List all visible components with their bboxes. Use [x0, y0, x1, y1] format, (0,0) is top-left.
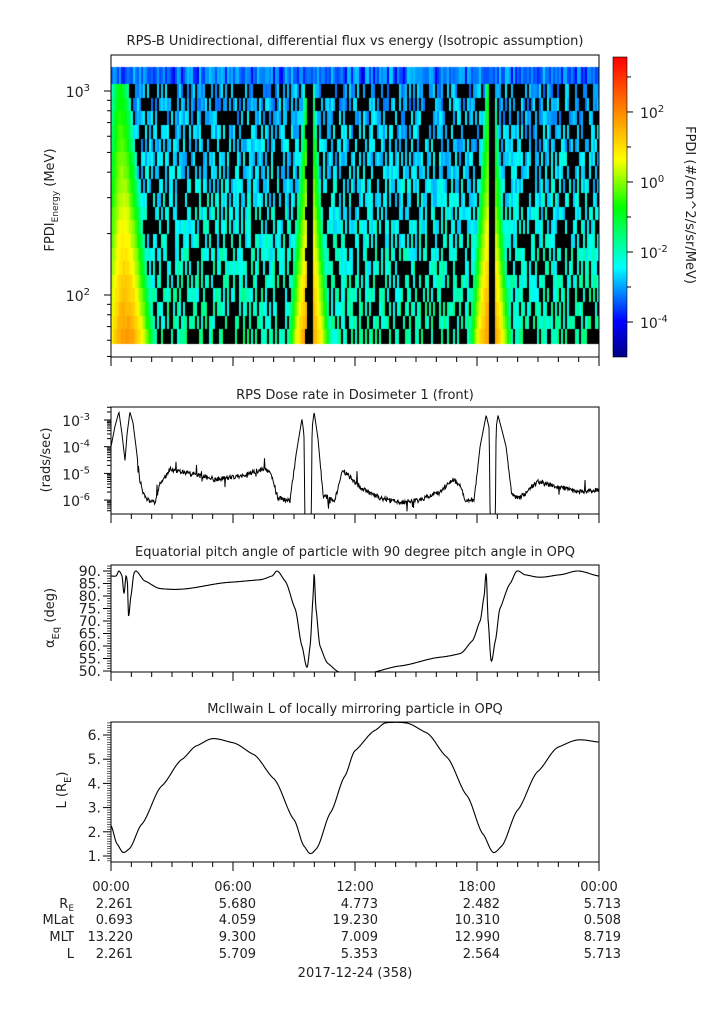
ephemeris-value: 5.713 [584, 897, 621, 912]
ephemeris-value: 7.009 [341, 930, 378, 945]
y-tick-label: 65. [79, 627, 101, 643]
y-tick-label: 102 [66, 287, 90, 305]
ephemeris-value: 5.680 [219, 897, 256, 912]
ephemeris-value: 8.719 [584, 930, 621, 945]
ephemeris-value: 5.709 [219, 947, 256, 962]
pitch-angle-line [111, 570, 599, 672]
ephemeris-value: 2.482 [463, 897, 500, 912]
colorbar-gradient [613, 57, 627, 357]
ephemeris-value: 10.310 [455, 913, 501, 928]
colorbar-frame [612, 56, 628, 358]
pitch-angle-ylabel: αEq (deg) [43, 588, 62, 648]
mcilwain-l-title: McIlwain L of locally mirroring particle… [207, 702, 503, 717]
row-label-l: L [67, 947, 75, 962]
ephemeris-value: 0.693 [96, 913, 133, 928]
ephemeris-value: 4.773 [341, 897, 378, 912]
ephemeris-value: 19.230 [333, 913, 379, 928]
spectrogram-frame [110, 54, 600, 358]
y-tick-label: 2. [88, 825, 101, 841]
ephemeris-value: 2.261 [96, 897, 133, 912]
pitch-angle-title: Equatorial pitch angle of particle with … [135, 545, 575, 560]
spectrogram-title: RPS-B Unidirectional, differential flux … [127, 34, 584, 49]
date-label: 2017-12-24 (358) [298, 966, 413, 981]
pitch-angle-frame [110, 564, 600, 673]
y-tick-label: 75. [79, 602, 101, 618]
ephemeris-value: 2.564 [463, 947, 500, 962]
y-tick-label: 102 [640, 104, 664, 122]
y-tick-label: 6. [88, 728, 101, 744]
flux-spectrogram-image [111, 55, 599, 357]
dose-rate-ylabel: (rads/sec) [39, 428, 54, 493]
y-tick-label: 85. [79, 577, 101, 593]
y-tick-label: 3. [88, 801, 101, 817]
y-tick-label: 10-4 [62, 439, 90, 457]
row-label-mlt: MLT [49, 930, 74, 945]
y-tick-label: 60. [79, 639, 101, 655]
ephemeris-value: 4.059 [219, 913, 256, 928]
time-tick-label: 18:00 [458, 880, 495, 895]
y-tick-label: 10-2 [640, 244, 668, 262]
ephemeris-value: 13.220 [88, 930, 134, 945]
y-tick-label: 10-3 [62, 412, 90, 430]
time-tick-label: 00:00 [92, 880, 129, 895]
row-label-mlat: MLat [42, 913, 74, 928]
row-label-re: RE [59, 897, 74, 914]
y-tick-label: 10-6 [62, 492, 90, 510]
dose-rate-line [111, 410, 599, 514]
y-tick-label: 50. [79, 664, 101, 680]
y-tick-label: 90. [79, 564, 101, 580]
mcilwain-l-line [111, 722, 599, 855]
y-tick-label: 10-4 [640, 314, 668, 332]
y-tick-label: 80. [79, 589, 101, 605]
dose-rate-frame [110, 406, 600, 515]
ephemeris-table: RE MLat MLT L 2017-12-24 (358) 00:00 06:0… [42, 880, 621, 981]
time-tick-label: 12:00 [336, 880, 373, 895]
spectrogram-ylabel: FPDIEnergy (MeV) [43, 148, 61, 251]
ephemeris-value: 0.508 [584, 913, 621, 928]
ephemeris-value: 2.261 [96, 947, 133, 962]
mcilwain-l-frame [110, 721, 600, 863]
y-tick-label: 5. [88, 752, 101, 768]
y-tick-label: 1. [88, 849, 101, 865]
ephemeris-value: 5.353 [341, 947, 378, 962]
ephemeris-value: 12.990 [455, 930, 501, 945]
y-tick-label: 10-5 [62, 465, 90, 483]
time-tick-label: 06:00 [214, 880, 251, 895]
y-tick-label: 100 [640, 174, 664, 192]
y-tick-label: 55. [79, 652, 101, 668]
y-tick-label: 70. [79, 614, 101, 630]
time-tick-label: 00:00 [580, 880, 617, 895]
mcilwain-l-ylabel: L (RE) [55, 772, 74, 809]
ephemeris-value: 5.713 [584, 947, 621, 962]
colorbar-label: FPDI (#/cm^2/s/sr/MeV) [682, 126, 697, 284]
dose-rate-title: RPS Dose rate in Dosimeter 1 (front) [236, 388, 474, 403]
y-tick-label: 4. [88, 776, 101, 792]
y-tick-label: 103 [66, 83, 90, 101]
ephemeris-value: 9.300 [219, 930, 256, 945]
